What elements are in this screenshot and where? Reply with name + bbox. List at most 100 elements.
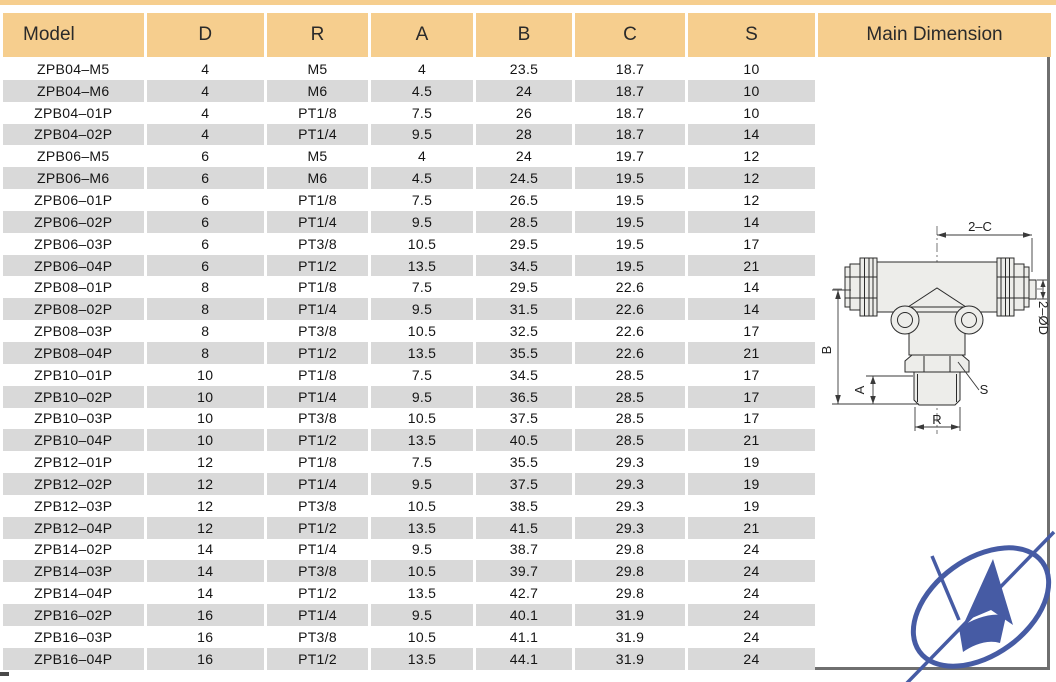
header-r: R bbox=[267, 13, 368, 57]
header-c: C bbox=[575, 13, 685, 57]
table-row: ZPB12–03P 12 PT3/8 10.5 38.5 29.3 19 bbox=[3, 494, 815, 517]
cell-model: ZPB06–M5 bbox=[3, 145, 144, 168]
dim-label-r: R bbox=[932, 412, 941, 427]
table-row: ZPB16–03P 16 PT3/8 10.5 41.1 31.9 24 bbox=[3, 625, 815, 648]
cell-model: ZPB12–01P bbox=[3, 451, 144, 474]
table-row: ZPB06–02P 6 PT1/4 9.5 28.5 19.5 14 bbox=[3, 210, 815, 233]
cell-r: PT1/4 bbox=[267, 123, 368, 146]
cell-s: 24 bbox=[688, 582, 815, 605]
cell-model: ZPB06–04P bbox=[3, 254, 144, 277]
cell-model: ZPB12–02P bbox=[3, 473, 144, 495]
cell-a: 13.5 bbox=[371, 341, 473, 364]
cell-b: 44.1 bbox=[476, 647, 572, 670]
cell-a: 4.5 bbox=[371, 167, 473, 190]
cell-d: 4 bbox=[146, 58, 264, 80]
cell-a: 7.5 bbox=[371, 363, 473, 386]
cell-s: 17 bbox=[688, 407, 815, 430]
table-row: ZPB10–03P 10 PT3/8 10.5 37.5 28.5 17 bbox=[3, 407, 815, 430]
table-row: ZPB04–02P 4 PT1/4 9.5 28 18.7 14 bbox=[3, 123, 815, 146]
cell-a: 13.5 bbox=[371, 429, 473, 452]
cell-r: PT3/8 bbox=[267, 407, 368, 430]
table-row: ZPB14–02P 14 PT1/4 9.5 38.7 29.8 24 bbox=[3, 538, 815, 561]
cell-a: 9.5 bbox=[371, 604, 473, 626]
cell-d: 14 bbox=[146, 560, 264, 583]
table-row: ZPB12–04P 12 PT1/2 13.5 41.5 29.3 21 bbox=[3, 516, 815, 539]
cell-r: PT1/8 bbox=[267, 363, 368, 386]
header-d: D bbox=[146, 13, 264, 57]
cell-c: 18.7 bbox=[575, 101, 685, 124]
cell-d: 12 bbox=[146, 516, 264, 539]
table-row: ZPB06–M6 6 M6 4.5 24.5 19.5 12 bbox=[3, 167, 815, 190]
cell-b: 26.5 bbox=[476, 189, 572, 211]
cell-r: PT1/2 bbox=[267, 254, 368, 277]
cell-d: 6 bbox=[146, 189, 264, 211]
cell-b: 34.5 bbox=[476, 254, 572, 277]
cell-model: ZPB12–03P bbox=[3, 494, 144, 517]
cell-s: 10 bbox=[688, 58, 815, 80]
cell-a: 9.5 bbox=[371, 210, 473, 233]
table-row: ZPB04–M6 4 M6 4.5 24 18.7 10 bbox=[3, 79, 815, 102]
cell-d: 6 bbox=[146, 210, 264, 233]
cell-s: 14 bbox=[688, 123, 815, 146]
cell-r: PT3/8 bbox=[267, 625, 368, 648]
cell-b: 34.5 bbox=[476, 363, 572, 386]
main-dimension-right-border bbox=[1047, 57, 1050, 670]
cell-a: 9.5 bbox=[371, 473, 473, 495]
cell-b: 32.5 bbox=[476, 320, 572, 342]
cell-d: 16 bbox=[146, 604, 264, 626]
cell-model: ZPB10–02P bbox=[3, 385, 144, 408]
cell-s: 14 bbox=[688, 298, 815, 321]
cell-r: PT1/8 bbox=[267, 451, 368, 474]
cell-b: 38.7 bbox=[476, 538, 572, 561]
cell-model: ZPB08–03P bbox=[3, 320, 144, 342]
cell-a: 10.5 bbox=[371, 494, 473, 517]
cell-a: 10.5 bbox=[371, 625, 473, 648]
cell-a: 10.5 bbox=[371, 560, 473, 583]
cell-d: 8 bbox=[146, 276, 264, 299]
cell-s: 24 bbox=[688, 604, 815, 626]
cell-a: 7.5 bbox=[371, 101, 473, 124]
cell-d: 10 bbox=[146, 385, 264, 408]
cell-r: PT1/2 bbox=[267, 429, 368, 452]
cell-d: 6 bbox=[146, 232, 264, 255]
cell-d: 12 bbox=[146, 473, 264, 495]
cell-s: 17 bbox=[688, 320, 815, 342]
tee-fitting-drawing: 2–C 2–ØD B A S R bbox=[820, 219, 1050, 434]
cell-c: 31.9 bbox=[575, 625, 685, 648]
cell-c: 19.7 bbox=[575, 145, 685, 168]
header-main-dimension: Main Dimension bbox=[818, 13, 1051, 57]
cell-s: 19 bbox=[688, 451, 815, 474]
cell-r: M5 bbox=[267, 145, 368, 168]
cell-c: 29.8 bbox=[575, 582, 685, 605]
cell-r: PT1/8 bbox=[267, 189, 368, 211]
cell-b: 23.5 bbox=[476, 58, 572, 80]
cell-s: 24 bbox=[688, 625, 815, 648]
cell-s: 21 bbox=[688, 516, 815, 539]
cell-d: 4 bbox=[146, 101, 264, 124]
cell-d: 10 bbox=[146, 363, 264, 386]
cell-model: ZPB16–02P bbox=[3, 604, 144, 626]
cell-r: PT3/8 bbox=[267, 560, 368, 583]
cell-s: 10 bbox=[688, 79, 815, 102]
cell-model: ZPB08–01P bbox=[3, 276, 144, 299]
cell-a: 13.5 bbox=[371, 582, 473, 605]
cell-a: 13.5 bbox=[371, 647, 473, 670]
table-row: ZPB04–01P 4 PT1/8 7.5 26 18.7 10 bbox=[3, 101, 815, 124]
cell-r: PT1/4 bbox=[267, 385, 368, 408]
cell-model: ZPB06–M6 bbox=[3, 167, 144, 190]
cell-d: 8 bbox=[146, 298, 264, 321]
cell-s: 17 bbox=[688, 385, 815, 408]
cell-c: 22.6 bbox=[575, 298, 685, 321]
dim-label-2c: 2–C bbox=[968, 219, 992, 234]
cell-d: 6 bbox=[146, 254, 264, 277]
cell-b: 26 bbox=[476, 101, 572, 124]
cell-model: ZPB14–04P bbox=[3, 582, 144, 605]
cell-a: 4 bbox=[371, 58, 473, 80]
cell-b: 28 bbox=[476, 123, 572, 146]
cell-d: 12 bbox=[146, 451, 264, 474]
cell-model: ZPB08–02P bbox=[3, 298, 144, 321]
cell-s: 12 bbox=[688, 145, 815, 168]
cell-c: 29.3 bbox=[575, 494, 685, 517]
cell-c: 18.7 bbox=[575, 58, 685, 80]
